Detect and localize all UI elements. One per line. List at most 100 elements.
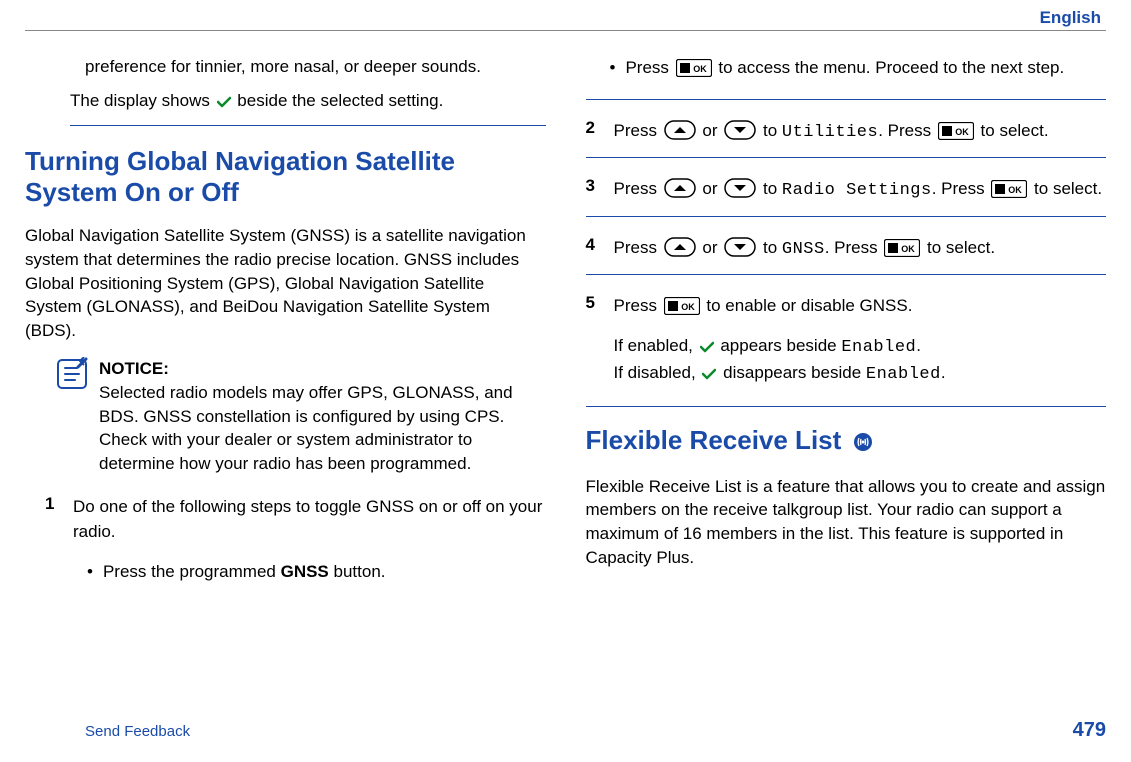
menu-target: Enabled (841, 338, 916, 357)
ok-button-icon: OK (991, 180, 1027, 206)
section-divider (586, 406, 1107, 407)
notice-box: NOTICE: Selected radio models may offer … (55, 357, 546, 476)
step-5: 5 Press OK to enable or disable GNSS. If… (586, 293, 1107, 388)
bullet-text: Press OK to access the menu. Proceed to … (625, 55, 1064, 85)
ok-button-icon: OK (884, 239, 920, 265)
text-fragment: . (916, 336, 921, 355)
text-fragment: to (758, 121, 782, 140)
notice-body: Selected radio models may offer GPS, GLO… (99, 383, 513, 473)
display-shows-line: The display shows beside the selected se… (70, 89, 546, 115)
text-fragment: to select. (922, 238, 995, 257)
text-fragment: Press (614, 121, 662, 140)
ok-button-icon: OK (938, 122, 974, 148)
text-fragment: or (698, 121, 723, 140)
enabled-line: If enabled, appears beside Enabled. If d… (614, 333, 1107, 388)
text-fragment: disappears beside (718, 363, 865, 382)
heading-text: Flexible Receive List (586, 425, 849, 455)
down-arrow-icon (724, 120, 756, 148)
text-fragment: The display shows (70, 91, 215, 110)
step-3: 3 Press or to Radio Settings. Press OK t… (586, 176, 1107, 206)
text-fragment: Press (625, 58, 673, 77)
text-fragment: to enable or disable GNSS. (702, 296, 913, 315)
radio-icon (853, 428, 873, 459)
text-fragment: to (758, 238, 782, 257)
continued-paragraph: preference for tinnier, more nasal, or d… (85, 55, 546, 79)
step-number: 2 (586, 118, 600, 148)
text-fragment: or (698, 238, 723, 257)
text-fragment: . Press (878, 121, 936, 140)
text-fragment: If enabled, (614, 336, 698, 355)
text-fragment: . (941, 363, 946, 382)
text-fragment: . Press (825, 238, 883, 257)
text-fragment: to access the menu. Proceed to the next … (714, 58, 1065, 77)
svg-text:OK: OK (955, 127, 969, 137)
step-divider (586, 274, 1107, 275)
up-arrow-icon (664, 237, 696, 265)
text-fragment: appears beside (716, 336, 842, 355)
menu-target: Enabled (866, 365, 941, 384)
down-arrow-icon (724, 178, 756, 206)
notice-label: NOTICE: (99, 359, 169, 378)
menu-target: GNSS (782, 240, 825, 259)
step-divider (586, 157, 1107, 158)
ok-button-icon: OK (676, 59, 712, 85)
bullet-item: • Press OK to access the menu. Proceed t… (610, 55, 1107, 85)
step-body: Press or to Utilities. Press OK to selec… (614, 118, 1107, 148)
text-fragment: to select. (1029, 179, 1102, 198)
up-arrow-icon (664, 120, 696, 148)
text-fragment: Press the programmed (103, 562, 281, 581)
text-fragment: or (698, 179, 723, 198)
down-arrow-icon (724, 237, 756, 265)
menu-target: Radio Settings (782, 181, 932, 200)
step-number: 5 (586, 293, 600, 388)
step-1: 1 Do one of the following steps to toggl… (45, 494, 546, 585)
menu-target: Utilities (782, 123, 878, 142)
step-body: Press or to GNSS. Press OK to select. (614, 235, 1107, 265)
step-body: Do one of the following steps to toggle … (73, 494, 546, 585)
section-divider (70, 125, 546, 126)
bullet-text: Press the programmed GNSS button. (103, 559, 386, 585)
step-4: 4 Press or to GNSS. Press OK to select. (586, 235, 1107, 265)
content-area: preference for tinnier, more nasal, or d… (25, 0, 1106, 586)
step-2: 2 Press or to Utilities. Press OK to sel… (586, 118, 1107, 148)
gnss-bold: GNSS (281, 562, 329, 581)
bullet-dot: • (87, 559, 93, 585)
bullet-item: • Press the programmed GNSS button. (87, 559, 546, 585)
svg-text:OK: OK (1009, 185, 1023, 195)
check-icon (702, 362, 716, 388)
notice-icon (55, 357, 87, 389)
text-fragment: If disabled, (614, 363, 701, 382)
text-fragment: . Press (932, 179, 990, 198)
step-divider (586, 216, 1107, 217)
check-icon (700, 335, 714, 361)
step-number: 1 (45, 494, 59, 585)
check-icon (217, 91, 231, 115)
gnss-intro: Global Navigation Satellite System (GNSS… (25, 224, 546, 343)
gnss-heading: Turning Global Navigation Satellite Syst… (25, 146, 546, 208)
bullet-dot: • (610, 55, 616, 85)
step-text: Do one of the following steps to toggle … (73, 497, 542, 542)
text-fragment: Press (614, 238, 662, 257)
page-number: 479 (1073, 719, 1106, 742)
frl-body: Flexible Receive List is a feature that … (586, 475, 1107, 570)
right-column: • Press OK to access the menu. Proceed t… (586, 55, 1107, 586)
step-number: 4 (586, 235, 600, 265)
header-divider (25, 30, 1106, 31)
footer: Send Feedback 479 (25, 719, 1106, 742)
up-arrow-icon (664, 178, 696, 206)
step-number: 3 (586, 176, 600, 206)
text-fragment: Press (614, 296, 662, 315)
svg-text:OK: OK (902, 244, 916, 254)
step-body: Press OK to enable or disable GNSS. If e… (614, 293, 1107, 388)
text-fragment: beside the selected setting. (233, 91, 444, 110)
text-fragment: button. (329, 562, 386, 581)
text-fragment: to (758, 179, 782, 198)
text-fragment: Press (614, 179, 662, 198)
notice-text: NOTICE: Selected radio models may offer … (99, 357, 546, 476)
svg-text:OK: OK (693, 64, 707, 74)
header-language: English (1040, 8, 1101, 28)
send-feedback-link[interactable]: Send Feedback (85, 723, 190, 740)
left-column: preference for tinnier, more nasal, or d… (25, 55, 546, 586)
step-body: Press or to Radio Settings. Press OK to … (614, 176, 1107, 206)
frl-heading: Flexible Receive List (586, 425, 1107, 459)
